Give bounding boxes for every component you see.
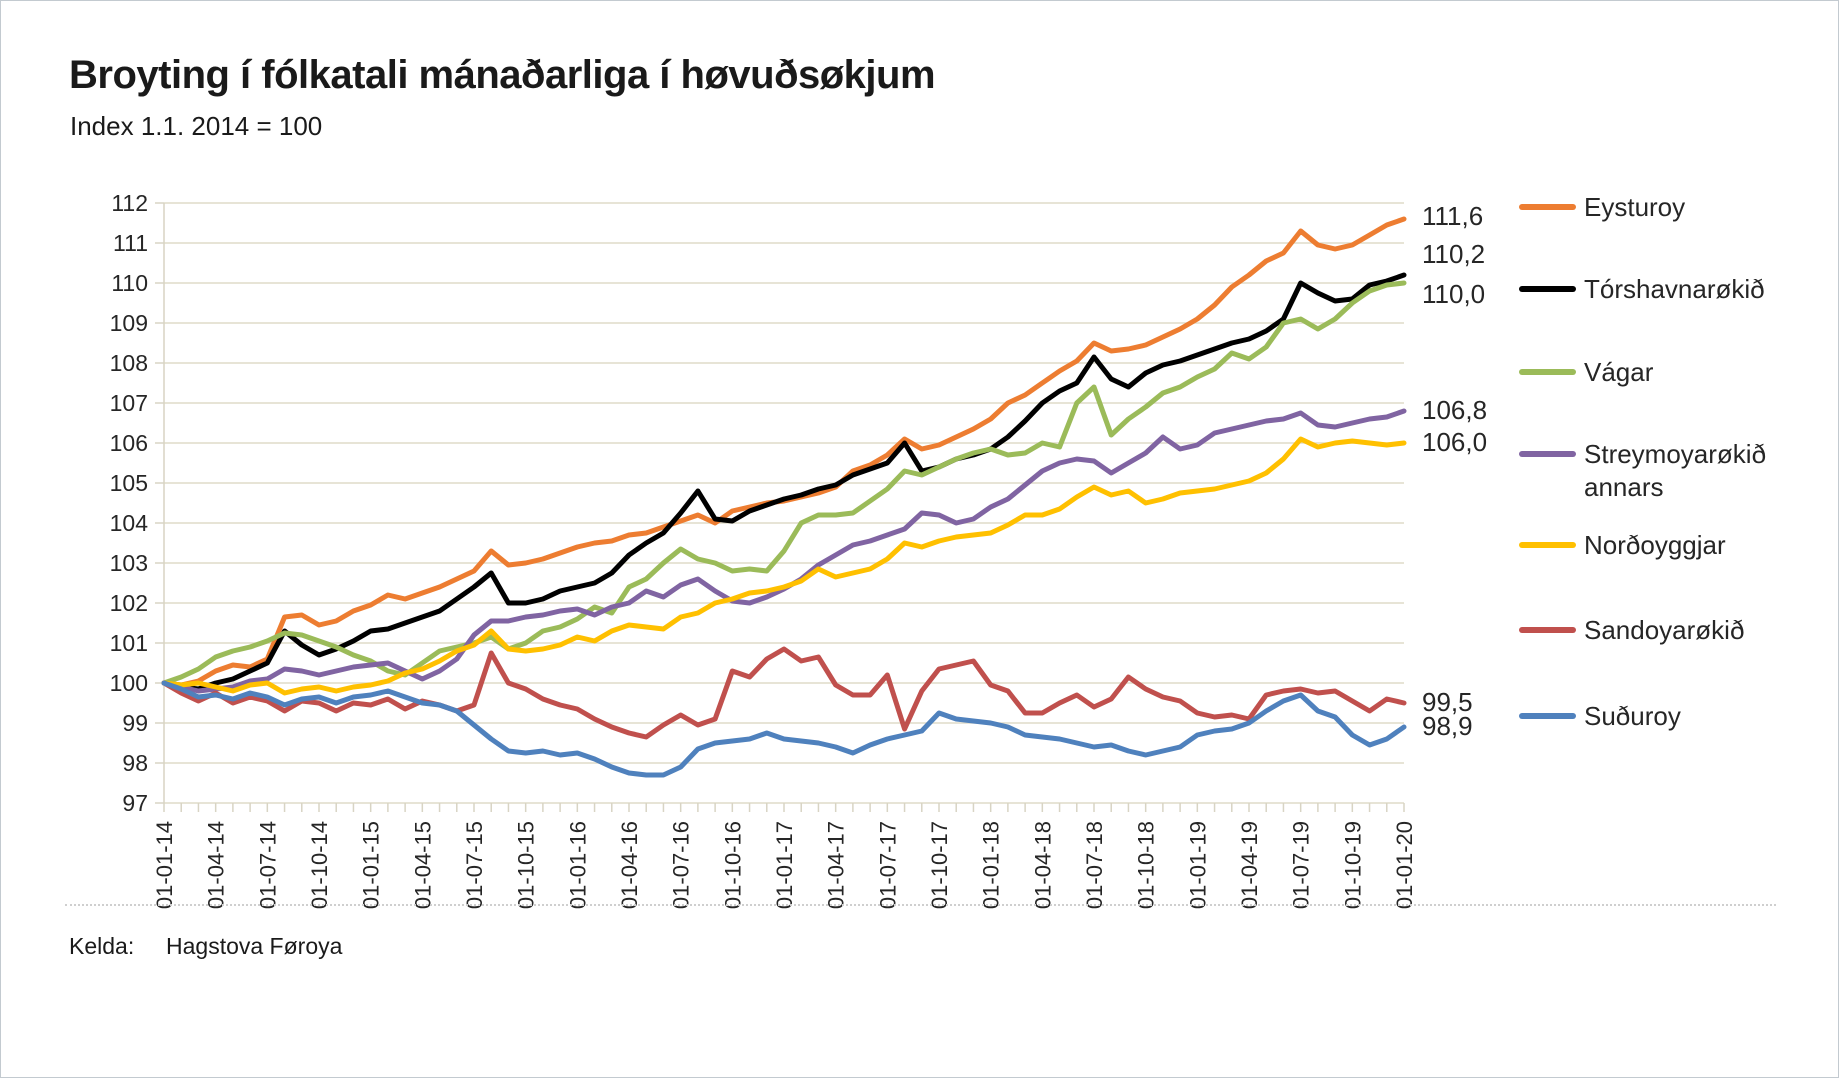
legend-swatch-icon [1519, 286, 1576, 292]
legend-swatch-icon [1519, 204, 1576, 210]
y-tick-label: 109 [110, 310, 148, 336]
x-tick-label: 01-10-18 [1134, 821, 1159, 909]
x-tick-label: 01-01-17 [772, 821, 797, 909]
x-tick-label: 01-07-15 [462, 821, 487, 909]
y-tick-label: 110 [111, 270, 148, 296]
y-tick-label: 97 [122, 790, 148, 816]
x-tick-label: 01-10-16 [720, 821, 745, 909]
series-line-norðoyggjar [161, 436, 1407, 696]
y-tick-label: 99 [122, 710, 148, 736]
x-tick-label: 01-10-15 [514, 821, 539, 909]
source-row: Kelda: Hagstova Føroya [69, 933, 342, 960]
x-tick-label: 01-01-18 [979, 821, 1004, 909]
x-tick-label: 01-10-17 [927, 821, 952, 909]
legend-item-norðoyggjar: Norðoyggjar [1519, 529, 1819, 562]
x-tick-label: 01-01-20 [1392, 821, 1417, 909]
x-tick-label: 01-01-14 [152, 821, 177, 909]
legend-label: Suðuroy [1584, 701, 1681, 731]
series-line-eysturoy [161, 216, 1407, 688]
series-end-label-vágar: 110,0 [1422, 279, 1486, 309]
source-label: Kelda: [69, 933, 135, 959]
legend-label: Sandoyarøkið [1584, 615, 1745, 645]
x-tick-label: 01-07-18 [1082, 821, 1107, 909]
y-tick-label: 106 [110, 430, 148, 456]
x-tick-label: 01-07-19 [1289, 821, 1314, 909]
x-tick-label: 01-07-16 [669, 821, 694, 909]
legend-swatch-icon [1519, 713, 1576, 719]
legend-swatch-icon [1519, 542, 1576, 548]
legend-label: Streymoyarøkið annars [1584, 439, 1767, 502]
series-end-label-eysturoy: 111,6 [1422, 201, 1484, 231]
y-tick-label: 100 [110, 670, 148, 696]
series-end-label-sandoyarøkið: 99,5 [1422, 687, 1473, 717]
legend-label: Vágar [1584, 357, 1654, 387]
chart-title: Broyting í fólkatali mánaðarliga í høvuð… [69, 53, 936, 97]
chart-subtitle: Index 1.1. 2014 = 100 [70, 111, 323, 141]
y-tick-label: 101 [110, 630, 148, 656]
legend-item-streymoyarøkið-annars: Streymoyarøkið annars [1519, 438, 1819, 503]
y-tick-label: 111 [113, 230, 148, 256]
series-line-sandoyarøkið [161, 646, 1407, 740]
series-end-label-suðuroy: 98,9 [1422, 711, 1473, 741]
x-tick-label: 01-04-17 [824, 821, 849, 909]
x-tick-label: 01-10-14 [307, 821, 332, 909]
legend-swatch-icon [1519, 369, 1576, 375]
x-tick-label: 01-07-17 [875, 821, 900, 909]
x-tick-label: 01-04-19 [1237, 821, 1262, 909]
x-tick-label: 01-07-14 [255, 821, 280, 909]
footer-divider [65, 904, 1776, 906]
y-tick-label: 107 [110, 390, 148, 416]
x-tick-label: 01-04-16 [617, 821, 642, 909]
series-end-label-norðoyggjar: 106,0 [1422, 427, 1488, 457]
source-value: Hagstova Føroya [166, 933, 343, 959]
legend-swatch-icon [1519, 451, 1576, 457]
legend-item-vágar: Vágar [1519, 356, 1819, 389]
series-line-tórshavnarøkið [161, 272, 1407, 692]
x-tick-label: 01-01-19 [1185, 821, 1210, 909]
y-tick-label: 103 [110, 550, 148, 576]
series-end-label-tórshavnarøkið: 110,2 [1422, 239, 1486, 269]
x-tick-label: 01-01-16 [565, 821, 590, 909]
x-tick-label: 01-04-15 [410, 821, 435, 909]
legend-label: Eysturoy [1584, 192, 1686, 222]
legend-label: Norðoyggjar [1584, 530, 1726, 560]
y-tick-label: 112 [111, 190, 148, 216]
y-tick-label: 102 [110, 590, 148, 616]
legend-item-tórshavnarøkið: Tórshavnarøkið [1519, 273, 1819, 306]
x-tick-label: 01-04-18 [1030, 821, 1055, 909]
series-line-suðuroy [161, 680, 1407, 778]
legend-item-sandoyarøkið: Sandoyarøkið [1519, 614, 1819, 647]
x-tick-label: 01-01-15 [359, 821, 384, 909]
y-tick-label: 105 [110, 470, 148, 496]
legend-swatch-icon [1519, 627, 1576, 633]
x-tick-label: 01-10-19 [1340, 821, 1365, 909]
x-tick-label: 01-04-14 [204, 821, 229, 909]
legend-item-suðuroy: Suðuroy [1519, 700, 1819, 733]
y-tick-label: 108 [110, 350, 148, 376]
legend-item-eysturoy: Eysturoy [1519, 191, 1819, 224]
y-tick-label: 98 [122, 750, 148, 776]
legend-label: Tórshavnarøkið [1584, 274, 1765, 304]
y-tick-label: 104 [110, 510, 149, 536]
series-end-label-streymoyarøkið-annars: 106,8 [1422, 395, 1488, 425]
series-line-vágar [161, 280, 1407, 686]
